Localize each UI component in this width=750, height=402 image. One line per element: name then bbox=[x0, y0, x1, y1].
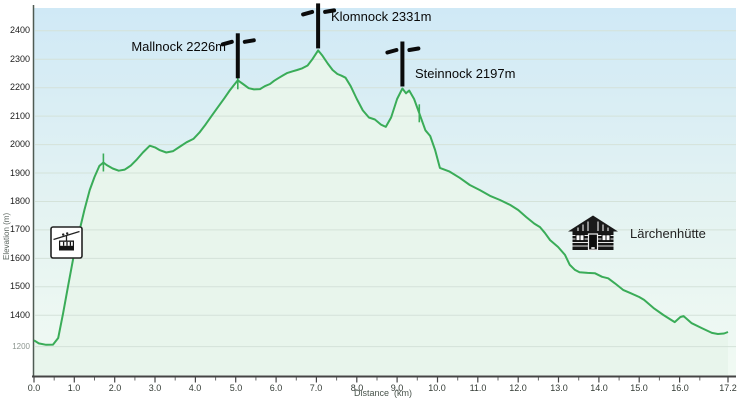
x-tick-label: 13.0 bbox=[550, 383, 568, 393]
x-tick-label: 15.0 bbox=[630, 383, 648, 393]
y-tick-label: 1900 bbox=[9, 168, 30, 178]
x-tick-label: 7.0 bbox=[309, 383, 323, 393]
x-tick-label: 16.0 bbox=[671, 383, 689, 393]
y-tick-label: 1700 bbox=[9, 224, 30, 234]
x-tick-label: 3.0 bbox=[148, 383, 162, 393]
x-tick-label: 0.0 bbox=[27, 383, 41, 393]
x-tick-label: 10.0 bbox=[428, 383, 446, 393]
y-tick-label: 2400 bbox=[9, 25, 30, 35]
peak-label-mallnock: Mallnock 2226m bbox=[131, 39, 226, 54]
x-tick-label: 6.0 bbox=[269, 383, 283, 393]
y-tick-label: 2100 bbox=[9, 111, 30, 121]
y-tick-label: 1200 bbox=[12, 342, 30, 351]
summit-cross-icon bbox=[220, 33, 256, 79]
x-tick-label: 9.0 bbox=[390, 383, 404, 393]
x-tick-label: 2.0 bbox=[108, 383, 122, 393]
x-axis-title: Distance (km) bbox=[353, 388, 412, 398]
axes bbox=[32, 5, 736, 378]
summit-cross-icon bbox=[301, 3, 337, 49]
x-tick-label: 12.0 bbox=[509, 383, 527, 393]
axis-ticks bbox=[33, 377, 729, 383]
gridlines bbox=[35, 30, 736, 348]
x-tick-label: 1.0 bbox=[67, 383, 81, 393]
x-tick-label: 5.0 bbox=[229, 383, 243, 393]
mountain-hut-icon bbox=[568, 215, 618, 251]
y-tick-label: 2000 bbox=[9, 139, 30, 149]
y-tick-label: 2300 bbox=[9, 54, 30, 64]
peak-label-steinnock: Steinnock 2197m bbox=[415, 66, 516, 81]
x-tick-label: 11.0 bbox=[469, 383, 487, 393]
y-tick-label: 2200 bbox=[9, 82, 30, 92]
x-tick-label: 14.0 bbox=[590, 383, 608, 393]
elevation-area bbox=[34, 50, 728, 376]
elevation-line bbox=[33, 49, 729, 346]
y-tick-label: 1600 bbox=[9, 253, 30, 263]
x-tick-label: 4.0 bbox=[188, 383, 202, 393]
peak-label-klomnock: Klomnock 2331m bbox=[331, 9, 432, 24]
x-tick-label: 8.0 bbox=[350, 383, 364, 393]
y-tick-label: 1800 bbox=[9, 196, 30, 206]
hut-label: Lärchenhütte bbox=[630, 226, 706, 241]
y-tick-label: 1400 bbox=[9, 310, 30, 320]
y-tick-label: 1500 bbox=[9, 281, 30, 291]
summit-cross-icon bbox=[385, 41, 421, 87]
cable-car-icon bbox=[50, 226, 83, 259]
summit-markers bbox=[220, 3, 421, 87]
x-tick-label: 17.2 bbox=[719, 383, 737, 393]
